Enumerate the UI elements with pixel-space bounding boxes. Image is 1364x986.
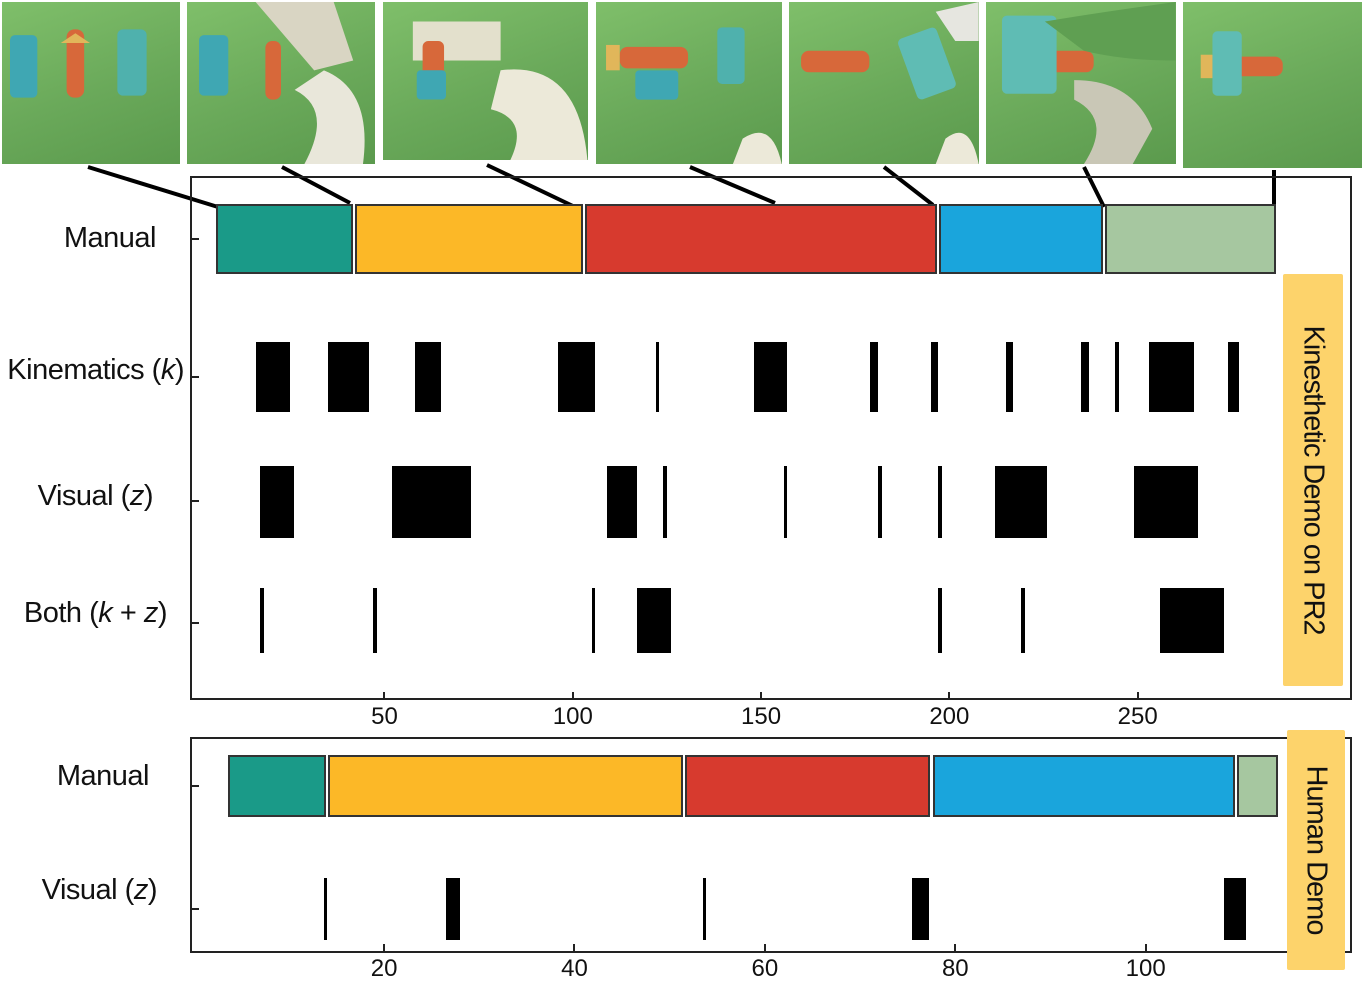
visual-changepoint — [606, 466, 637, 538]
both-changepoint — [938, 588, 942, 653]
kinematics-changepoint — [1115, 342, 1119, 412]
robot-release-sketch-icon — [606, 27, 782, 164]
kinematics-changepoint — [930, 342, 939, 412]
kinesthetic-tag-label: Kinesthetic Demo on PR2 — [1297, 325, 1330, 635]
both-changepoint — [1020, 588, 1025, 653]
x-tick — [760, 692, 763, 699]
human-visual-changepoint — [912, 878, 929, 940]
x-tick — [948, 692, 951, 699]
human-demo-tag: Human Demo — [1287, 730, 1345, 970]
kinematics-changepoint — [414, 342, 441, 412]
manual-segment-yellow — [355, 204, 584, 274]
bottom-x-tick-label: 80 — [941, 955, 969, 982]
manual-segment-red — [585, 204, 938, 274]
x-tick — [1144, 944, 1147, 951]
top-x-tick-label: 100 — [552, 703, 593, 730]
human-visual-changepoint — [445, 878, 461, 940]
kinesthetic-panel — [190, 176, 1352, 700]
both-changepoint — [636, 588, 671, 653]
kinesthetic-tag: Kinesthetic Demo on PR2 — [1283, 274, 1343, 686]
thumb-5-human-hand-wing — [787, 0, 981, 166]
top-x-tick-label: 50 — [371, 703, 398, 730]
manual-segment-yellow — [327, 755, 683, 817]
kinematics-changepoint — [1148, 342, 1195, 412]
thumb-3-robot-inserts — [381, 0, 590, 162]
thumb-1-parts-laid-out — [0, 0, 182, 166]
kinematics-changepoint — [870, 342, 878, 412]
x-tick — [763, 944, 766, 951]
bottom-x-tick-label: 60 — [751, 955, 779, 982]
row-label-manual: Manual — [63, 222, 157, 254]
bottom-x-tick-label: 20 — [370, 955, 398, 982]
manual-segment-blue — [939, 204, 1103, 274]
kinematics-changepoint — [655, 342, 660, 412]
top-x-tick-label: 150 — [741, 703, 782, 730]
kinematics-changepoint — [1081, 342, 1089, 412]
manual-segment-sage — [1237, 755, 1278, 817]
row-label-manual-human: Manual — [56, 760, 150, 792]
kinematics-changepoint — [1228, 342, 1240, 412]
visual-changepoint — [938, 466, 942, 538]
y-tick — [192, 908, 199, 910]
top-x-tick-label: 200 — [929, 703, 970, 730]
both-changepoint — [260, 588, 264, 653]
visual-changepoint — [260, 466, 295, 538]
human-visual-changepoint — [1223, 878, 1246, 940]
manual-segment-blue — [932, 755, 1236, 817]
y-tick — [192, 500, 199, 502]
robot-grasp-sketch-icon — [199, 2, 365, 164]
x-tick — [573, 944, 576, 951]
both-changepoint — [591, 588, 596, 653]
human-visual-changepoint — [703, 878, 706, 940]
kinematics-changepoint — [256, 342, 291, 412]
y-tick — [192, 376, 199, 378]
row-label-kinematics: Kinematics (k) — [7, 354, 184, 386]
manual-segment-red — [684, 755, 931, 817]
x-tick — [571, 692, 574, 699]
row-label-both: Both (k + z) — [23, 597, 168, 629]
kinematics-changepoint — [753, 342, 788, 412]
kinematics-changepoint — [1005, 342, 1014, 412]
human-place-sketch-icon — [1001, 2, 1176, 164]
top-x-tick-label: 250 — [1117, 703, 1158, 730]
visual-changepoint — [994, 466, 1048, 538]
manual-segment-sage — [1104, 204, 1276, 274]
thumb-2-robot-grasps — [185, 0, 377, 166]
thumb-4-robot-release — [594, 0, 784, 166]
x-tick — [383, 692, 386, 699]
bottom-x-tick-label: 40 — [561, 955, 588, 982]
human-demo-tag-label: Human Demo — [1300, 765, 1333, 935]
visual-changepoint — [392, 466, 472, 538]
visual-changepoint — [783, 466, 788, 538]
visual-changepoint — [877, 466, 882, 538]
both-changepoint — [1160, 588, 1225, 653]
human-panel — [190, 737, 1352, 953]
y-tick — [192, 238, 199, 240]
manual-segment-teal — [228, 755, 326, 817]
x-tick — [383, 944, 386, 951]
y-tick — [192, 622, 199, 624]
both-changepoint — [373, 588, 377, 653]
visual-changepoint — [1133, 466, 1198, 538]
row-label-visual: Visual (z) — [37, 480, 154, 512]
assembled-sketch-icon — [1200, 31, 1283, 96]
parts-sketch-icon — [10, 29, 147, 98]
x-tick — [1136, 692, 1139, 699]
manual-segment-teal — [216, 204, 354, 274]
visual-changepoint — [663, 466, 667, 538]
y-tick — [192, 785, 199, 787]
robot-insert-sketch-icon — [412, 21, 588, 160]
human-visual-changepoint — [324, 878, 327, 940]
thumb-6-human-places-wing — [984, 0, 1178, 166]
thumb-7-assembled — [1181, 0, 1364, 170]
row-label-visual-human: Visual (z) — [41, 874, 158, 906]
kinematics-changepoint — [327, 342, 370, 412]
x-tick — [954, 944, 957, 951]
bottom-x-tick-label: 100 — [1125, 955, 1166, 982]
kinematics-changepoint — [557, 342, 596, 412]
human-hand-sketch-icon — [801, 2, 979, 164]
